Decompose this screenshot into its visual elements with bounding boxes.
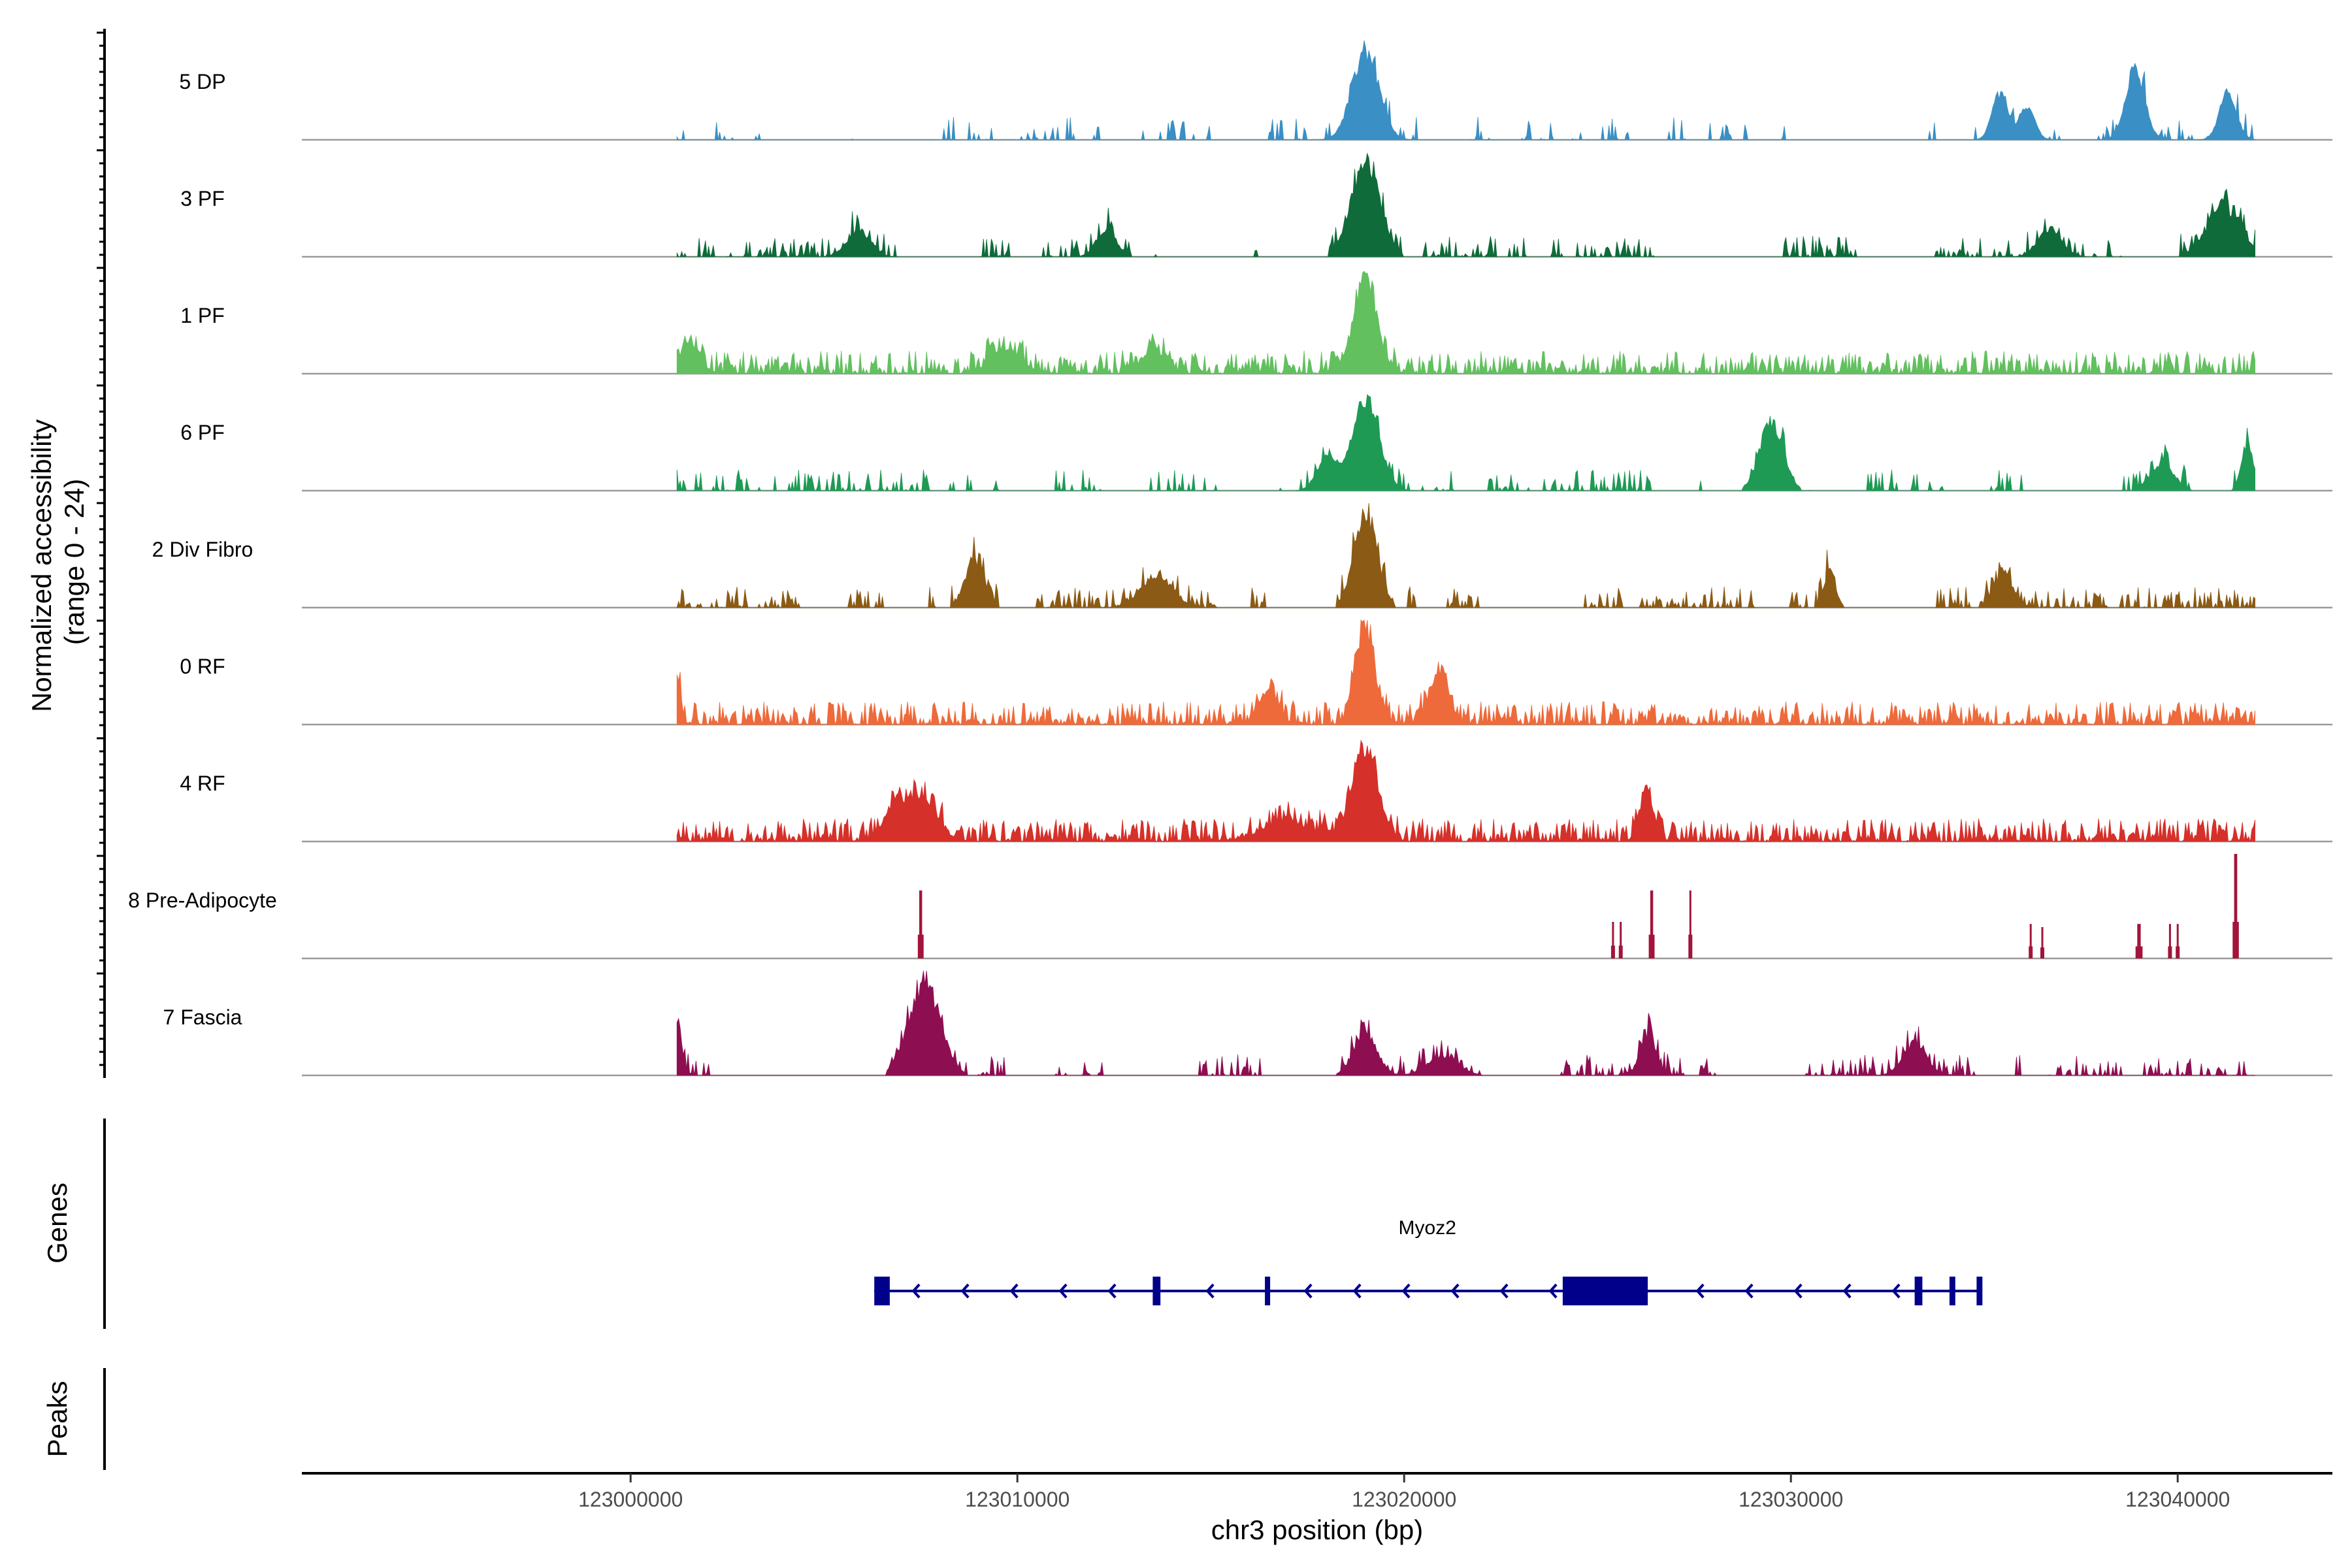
coverage-tracks: 5 DP 3 PF 1 PF 6 PF 2 Div Fibro 0 RF 4 RF 8 Pre… [128,40,2332,1077]
gene-exon [874,1277,890,1305]
x-tick-label: 123020000 [1352,1488,1456,1511]
coverage-bar-peak [2041,927,2044,958]
track-8-pre-adipocyte: 8 Pre-Adipocyte [128,854,2332,960]
gene-exon [1976,1277,1983,1305]
gene-exon [1949,1277,1955,1305]
strand-arrow [1450,1283,1460,1299]
coverage-y-ticks [97,31,105,1066]
track-5-dp: 5 DP [179,40,2332,141]
gene-exon [1914,1277,1923,1305]
gene-exon [1265,1277,1271,1305]
track-1-pf: 1 PF [180,270,2332,375]
track-label: 4 RF [180,772,225,795]
track-label: 5 DP [179,70,225,93]
strand-arrow [1205,1283,1215,1299]
y-axis-title-line-2: (range 0 - 24) [59,479,90,645]
track-4-rf: 4 RF [180,739,2332,843]
track-label: 0 RF [180,655,225,678]
coverage-bar-peak [2176,924,2179,958]
gene-annotations: Myoz2 [874,1217,1983,1305]
coverage-area [676,152,2255,258]
coverage-area [676,619,2255,726]
track-7-fascia: 7 Fascia [163,970,2332,1077]
strand-arrow [911,1283,921,1299]
strand-arrow [960,1283,970,1299]
coverage-bar-peak [919,890,923,958]
genes-panel-title: Genes [42,1183,73,1264]
coverage-bar-peak [2168,924,2171,958]
strand-arrow [1058,1283,1068,1299]
x-axis-title: chr3 position (bp) [1211,1514,1424,1545]
coverage-bar-peak [2137,924,2141,958]
track-label: 8 Pre-Adipocyte [128,889,277,912]
track-0-rf: 0 RF [180,619,2332,726]
x-tick-label: 123040000 [2125,1488,2230,1511]
track-label: 3 PF [180,187,225,210]
x-tick-label: 123000000 [578,1488,683,1511]
strand-arrow [1352,1283,1362,1299]
coverage-area [676,270,2255,375]
strand-arrow [1107,1283,1117,1299]
strand-arrow [1548,1283,1558,1299]
coverage-area [676,970,2255,1077]
track-label: 1 PF [180,304,225,327]
gene-label: Myoz2 [1399,1217,1456,1239]
y-axis-title: Normalized accessibility (range 0 - 24) [26,412,90,712]
coverage-area [676,393,2255,492]
strand-arrow [1842,1283,1852,1299]
coverage-bar-peak [1650,890,1654,958]
coverage-bar-peak [2029,924,2032,958]
strand-arrow [1499,1283,1509,1299]
strand-arrow [1744,1283,1754,1299]
peaks-panel-title: Peaks [42,1381,73,1458]
track-2-div-fibro: 2 Div Fibro [152,502,2332,609]
strand-arrow [1891,1283,1901,1299]
coverage-bar-peak [1689,890,1691,958]
x-tick-label: 123010000 [965,1488,1070,1511]
strand-arrow [1303,1283,1313,1299]
gene-exon [1152,1277,1161,1305]
track-label: 7 Fascia [163,1005,242,1029]
coverage-bar-peak [1620,922,1622,958]
strand-arrow [1695,1283,1705,1299]
coverage-area [676,739,2255,843]
gene-myoz2: Myoz2 [874,1217,1983,1305]
track-label: 2 Div Fibro [152,538,253,561]
strand-arrow [1009,1283,1019,1299]
gene-exon [1562,1277,1648,1305]
coverage-bar-peak [1612,922,1614,958]
coverage-area [676,502,2255,609]
x-tick-label: 123030000 [1739,1488,1843,1511]
y-axis-title-line-1: Normalized accessibility [26,419,57,712]
track-label: 6 PF [180,421,225,444]
track-6-pf: 6 PF [180,393,2332,492]
track-3-pf: 3 PF [180,152,2332,258]
strand-arrow [1793,1283,1803,1299]
coverage-bar-peak [2234,854,2238,958]
strand-arrow [1401,1283,1411,1299]
x-axis-ticks: 123000000 123010000 123020000 123030000 1230… [578,1473,2230,1511]
coverage-area [676,40,2255,141]
